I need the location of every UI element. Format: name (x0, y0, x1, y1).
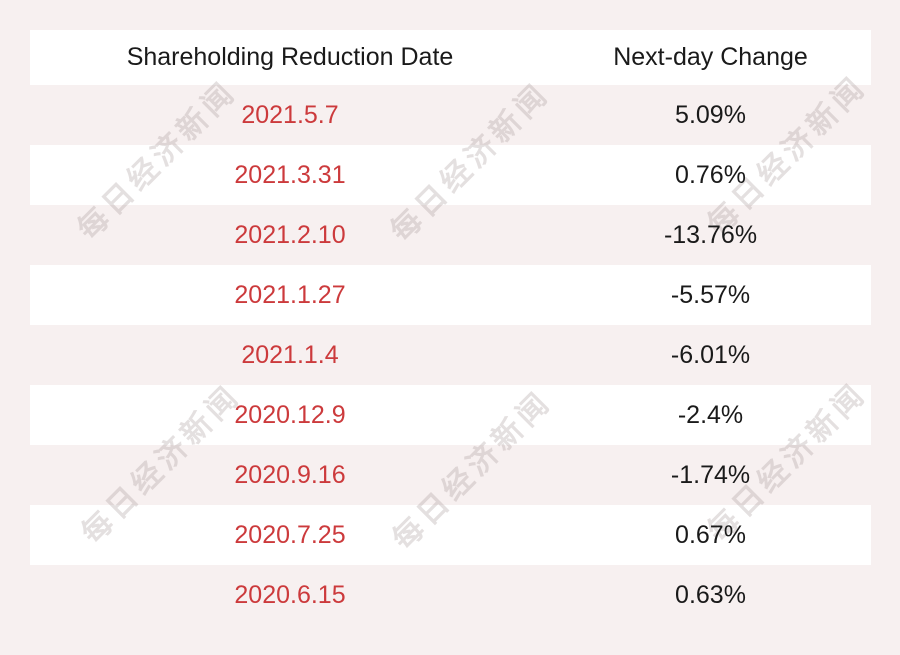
change-value: 0.67% (675, 520, 746, 549)
table-row: 2020.6.15 0.63% (30, 565, 871, 625)
change-cell: 0.67% (550, 505, 871, 565)
table-header-row: Shareholding Reduction Date Next-day Cha… (30, 30, 871, 85)
change-value: -1.74% (670, 460, 751, 489)
change-value: -6.01% (670, 340, 751, 369)
header-cell-change: Next-day Change (550, 30, 871, 85)
date-value: 2021.3.31 (234, 160, 346, 189)
date-value: 2020.9.16 (234, 460, 346, 489)
date-cell: 2021.1.4 (30, 325, 550, 385)
change-cell: 5.09% (550, 85, 871, 145)
date-value: 2021.5.7 (241, 100, 339, 129)
change-value: -5.57% (670, 280, 751, 309)
date-value: 2021.1.27 (234, 280, 346, 309)
date-value: 2021.2.10 (234, 220, 346, 249)
date-value: 2020.7.25 (234, 520, 346, 549)
change-cell: -6.01% (550, 325, 871, 385)
table-row: 2020.12.9 -2.4% (30, 385, 871, 445)
change-cell: -2.4% (550, 385, 871, 445)
change-cell: 0.63% (550, 565, 871, 625)
change-value: 0.63% (675, 580, 746, 609)
header-label-change: Next-day Change (613, 43, 808, 71)
date-cell: 2021.3.31 (30, 145, 550, 205)
change-value: -2.4% (677, 400, 744, 429)
change-value: 0.76% (675, 160, 746, 189)
header-label-date: Shareholding Reduction Date (126, 43, 454, 71)
table-row: 2021.1.27 -5.57% (30, 265, 871, 325)
change-cell: 0.76% (550, 145, 871, 205)
date-cell: 2020.7.25 (30, 505, 550, 565)
change-cell: -13.76% (550, 205, 871, 265)
header-cell-date: Shareholding Reduction Date (30, 30, 550, 85)
table-row: 2021.3.31 0.76% (30, 145, 871, 205)
table-row: 2021.5.7 5.09% (30, 85, 871, 145)
table-row: 2021.2.10 -13.76% (30, 205, 871, 265)
date-cell: 2021.5.7 (30, 85, 550, 145)
change-value: 5.09% (675, 100, 746, 129)
date-value: 2021.1.4 (241, 340, 339, 369)
change-cell: -1.74% (550, 445, 871, 505)
date-cell: 2020.6.15 (30, 565, 550, 625)
change-value: -13.76% (663, 220, 758, 249)
change-cell: -5.57% (550, 265, 871, 325)
table-row: 2021.1.4 -6.01% (30, 325, 871, 385)
shareholding-table: Shareholding Reduction Date Next-day Cha… (30, 30, 871, 625)
date-cell: 2020.9.16 (30, 445, 550, 505)
date-cell: 2020.12.9 (30, 385, 550, 445)
table-row: 2020.7.25 0.67% (30, 505, 871, 565)
date-value: 2020.6.15 (234, 580, 346, 609)
table-row: 2020.9.16 -1.74% (30, 445, 871, 505)
date-cell: 2021.1.27 (30, 265, 550, 325)
date-cell: 2021.2.10 (30, 205, 550, 265)
date-value: 2020.12.9 (234, 400, 346, 429)
